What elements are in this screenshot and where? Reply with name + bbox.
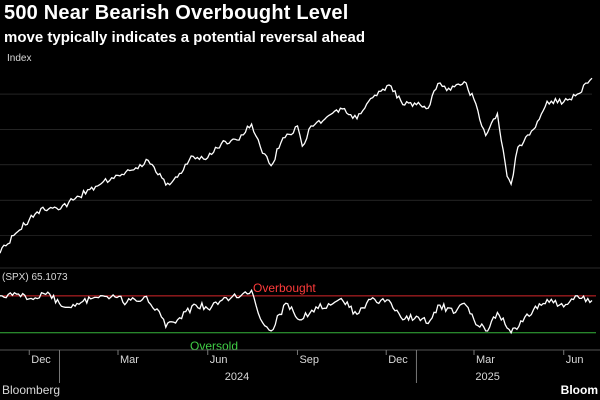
price-axis-label: Index — [7, 53, 31, 64]
bloomberg-logo: Bloom — [560, 383, 598, 397]
x-year-label: 2024 — [225, 371, 249, 383]
chart-subtitle: move typically indicates a potential rev… — [4, 29, 365, 46]
x-tick-label: Mar — [476, 354, 495, 366]
rsi-series-line — [0, 288, 593, 335]
x-tick-label: Dec — [388, 354, 408, 366]
overbought-label: Overbought — [253, 281, 316, 295]
x-axis-ticks: Dec Mar Jun Sep Dec Mar Jun 2024 2025 — [28, 350, 584, 383]
oversold-label: Oversold — [190, 339, 238, 353]
x-tick-label: Jun — [566, 354, 584, 366]
source-label: Bloomberg — [2, 383, 61, 397]
x-year-label: 2025 — [475, 371, 499, 383]
x-tick-label: Sep — [299, 354, 319, 366]
price-gridlines — [0, 93, 592, 236]
rsi-legend-label: (SPX) 65.1073 — [2, 272, 68, 283]
price-series-line — [0, 77, 593, 254]
x-tick-label: Dec — [31, 354, 51, 366]
chart-title: 500 Near Bearish Overbought Level — [4, 2, 349, 24]
x-tick-label: Mar — [120, 354, 139, 366]
x-tick-label: Jun — [210, 354, 228, 366]
